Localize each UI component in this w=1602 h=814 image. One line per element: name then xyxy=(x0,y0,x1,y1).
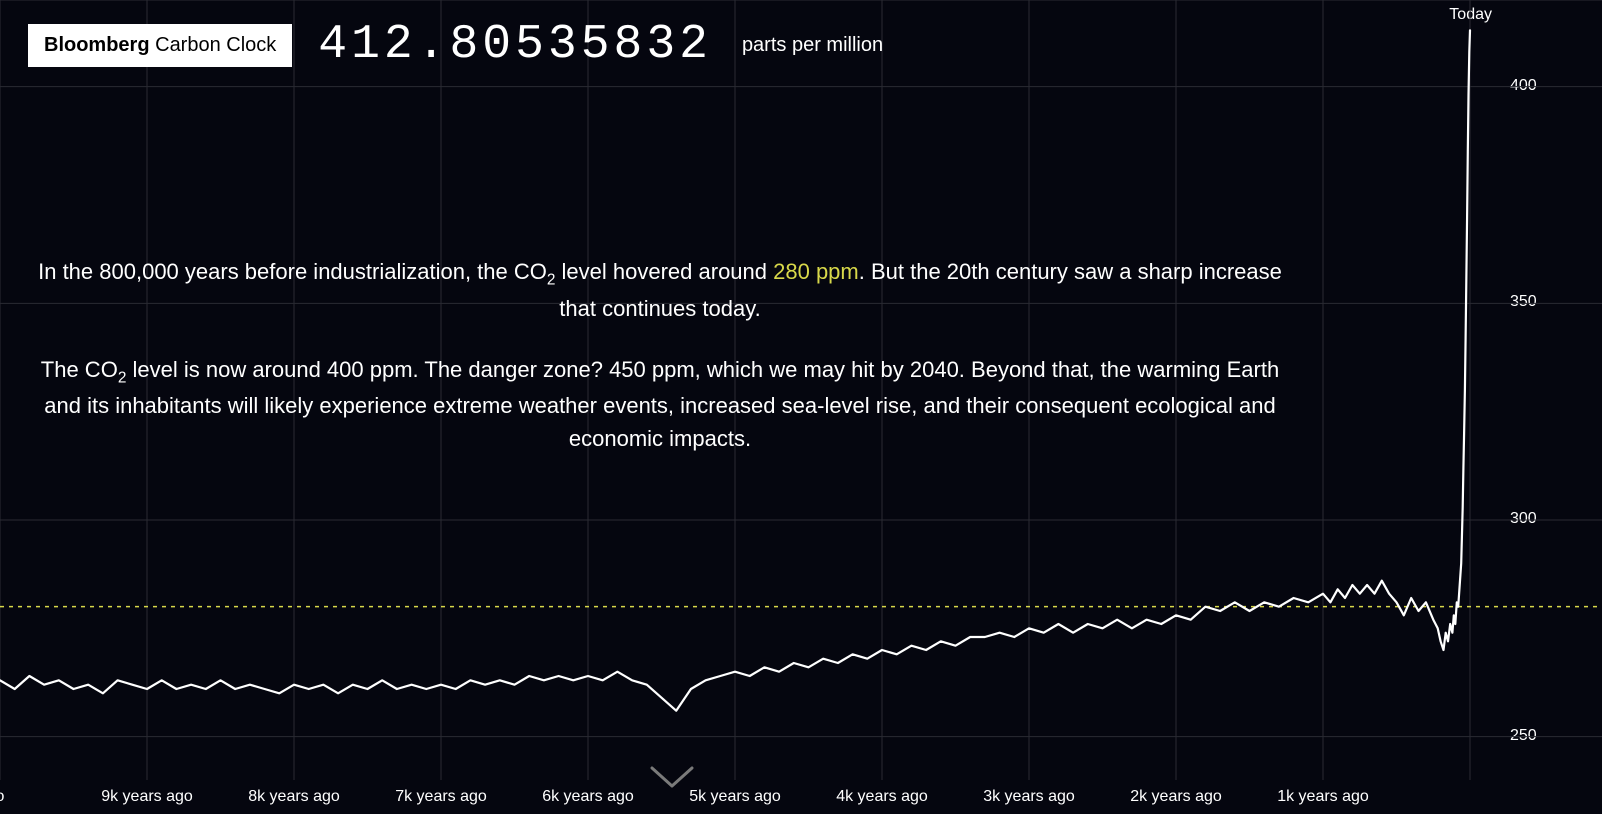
chevron-down-icon[interactable] xyxy=(650,766,694,790)
logo-product: Carbon Clock xyxy=(150,34,277,56)
narrative-p1: In the 800,000 years before industrializ… xyxy=(30,255,1290,325)
co2-counter: 412.80535832 xyxy=(318,18,712,72)
header: Bloomberg Carbon Clock 412.80535832 part… xyxy=(28,18,883,72)
logo-brand: Bloomberg xyxy=(44,34,150,56)
logo-box: Bloomberg Carbon Clock xyxy=(28,24,292,67)
narrative-p2: The CO2 level is now around 400 ppm. The… xyxy=(30,353,1290,456)
co2-units: parts per million xyxy=(742,34,883,57)
highlight-ppm: 280 ppm xyxy=(773,259,859,284)
narrative-text: In the 800,000 years before industrializ… xyxy=(30,255,1290,483)
